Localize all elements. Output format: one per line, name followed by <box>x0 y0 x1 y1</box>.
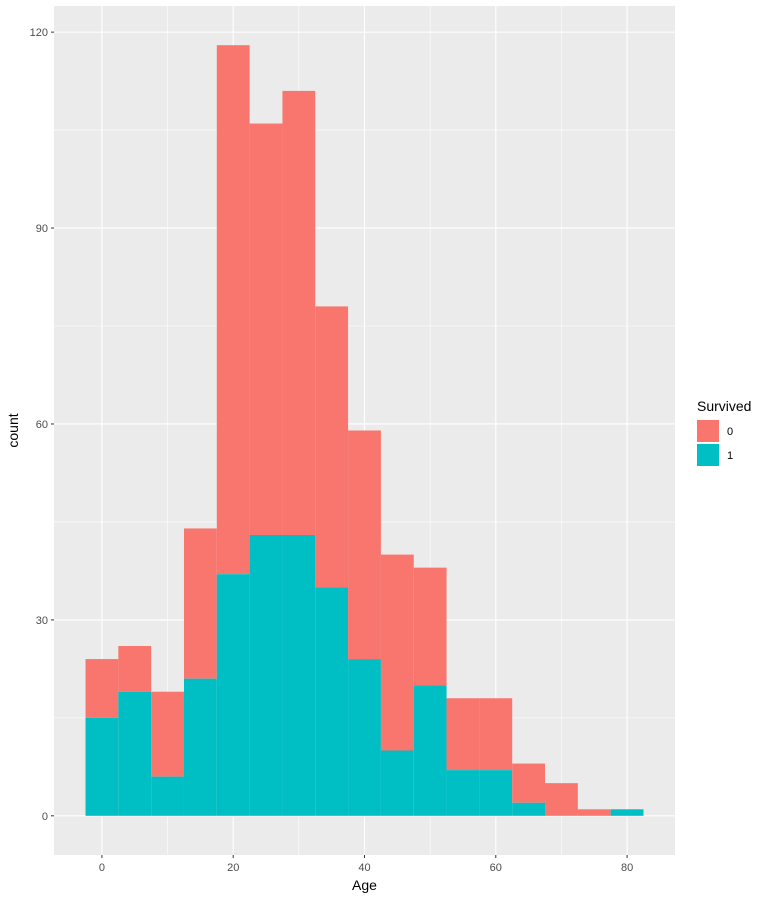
legend-key-1 <box>697 444 719 466</box>
x-axis-ticks: 0 20 40 60 80 <box>99 855 633 874</box>
legend-key-0 <box>697 420 719 442</box>
y-tick-label: 0 <box>42 811 48 823</box>
bar-survived-0 <box>545 783 578 816</box>
bar-survived-0 <box>512 763 546 803</box>
bar-survived-0 <box>216 45 250 575</box>
y-tick-label: 120 <box>30 27 48 39</box>
bar-survived-1 <box>512 802 546 816</box>
bar-survived-0 <box>315 306 349 588</box>
x-tick-label: 0 <box>99 862 105 874</box>
bar-survived-1 <box>249 534 283 816</box>
bar-survived-0 <box>249 123 283 535</box>
bar-survived-0 <box>183 528 217 679</box>
bar-survived-0 <box>380 554 414 751</box>
bars <box>85 45 644 816</box>
x-tick-label: 20 <box>227 862 239 874</box>
bar-survived-0 <box>577 809 611 816</box>
y-tick-label: 30 <box>36 615 48 627</box>
legend-label-1: 1 <box>727 450 733 462</box>
bar-survived-1 <box>151 776 184 816</box>
x-tick-label: 80 <box>621 862 633 874</box>
bar-survived-0 <box>85 659 119 718</box>
x-tick-label: 40 <box>358 862 370 874</box>
bar-survived-0 <box>348 430 381 660</box>
bar-survived-0 <box>413 567 447 686</box>
legend-title: Survived <box>697 398 751 414</box>
y-tick-label: 60 <box>36 419 48 431</box>
y-axis-ticks: 0 30 60 90 120 <box>30 27 54 823</box>
x-tick-label: 60 <box>490 862 502 874</box>
bar-survived-1 <box>610 809 644 816</box>
bar-survived-0 <box>118 646 152 692</box>
bar-survived-1 <box>85 717 119 816</box>
legend: Survived 01 <box>697 398 751 466</box>
legend-label-0: 0 <box>727 426 733 438</box>
bar-survived-1 <box>282 534 316 816</box>
bar-survived-1 <box>479 770 513 816</box>
bar-survived-1 <box>413 685 447 816</box>
bar-survived-1 <box>348 659 381 816</box>
y-tick-label: 90 <box>36 223 48 235</box>
bar-survived-1 <box>446 770 480 816</box>
x-axis-title: Age <box>352 877 377 893</box>
bar-survived-1 <box>380 750 414 816</box>
legend-items: 01 <box>697 420 733 466</box>
y-axis-title: count <box>5 413 21 447</box>
bar-survived-1 <box>183 678 217 816</box>
bar-survived-0 <box>446 698 480 771</box>
bar-survived-1 <box>118 691 152 816</box>
bar-survived-1 <box>315 587 349 816</box>
bar-survived-0 <box>479 698 513 771</box>
bar-survived-1 <box>216 574 250 816</box>
bar-survived-0 <box>282 90 316 535</box>
bar-survived-0 <box>151 691 184 777</box>
